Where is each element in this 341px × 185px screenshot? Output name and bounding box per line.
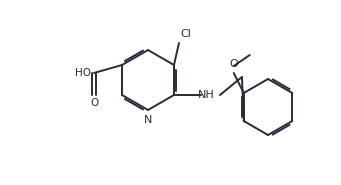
Text: HO: HO	[75, 68, 91, 78]
Text: Cl: Cl	[180, 29, 191, 39]
Text: O: O	[229, 59, 238, 69]
Text: N: N	[144, 115, 152, 125]
Text: O: O	[90, 98, 98, 108]
Text: NH: NH	[197, 90, 214, 100]
